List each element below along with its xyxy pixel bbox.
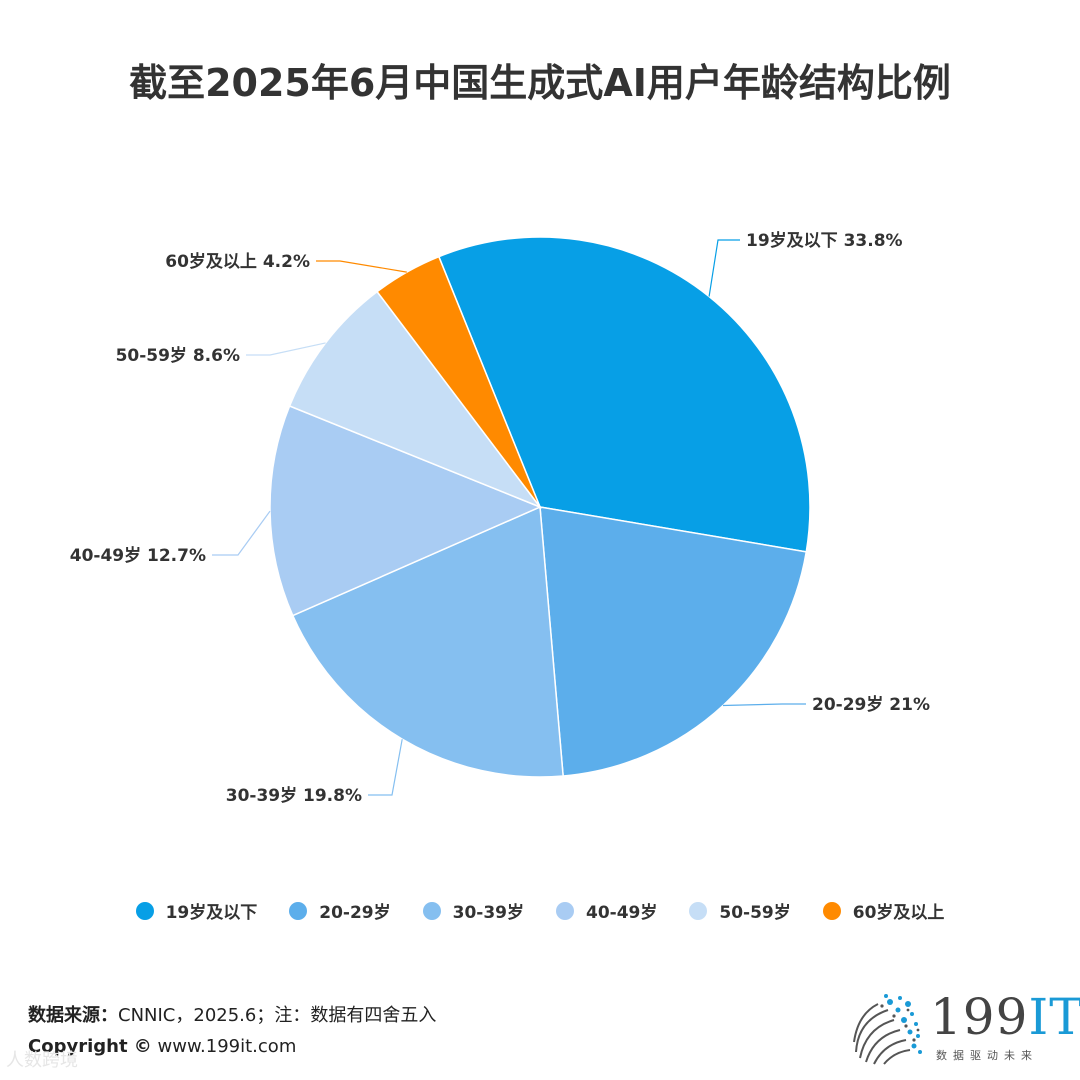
slice-label: 40-49岁 12.7%: [70, 545, 206, 566]
leader-line: [316, 260, 407, 273]
legend-swatch: [135, 901, 154, 920]
pie-chart: 19岁及以下 33.8% 20-29岁 21% 30-39岁 19.8% 40-49岁…: [70, 230, 930, 806]
watermark: 人数跨境: [6, 1046, 78, 1072]
leader-line: [368, 739, 403, 796]
legend-swatch: [556, 901, 574, 920]
legend-item: 19岁及以下: [135, 898, 258, 923]
legend-swatch: [289, 901, 308, 920]
legend-item: 40-49岁: [556, 898, 657, 923]
data-source: 数据来源：CNNIC，2025.6；注：数据有四舍五入: [28, 1001, 436, 1027]
slice-labels: 19岁及以下 33.8% 20-29岁 21% 30-39岁 19.8% 40-49岁…: [70, 230, 930, 806]
source-text: CNNIC，2025.6；注：数据有四舍五入: [118, 1005, 437, 1026]
logo-wordmark: 199IT: [930, 988, 1080, 1046]
watermark-text: 人数跨境: [6, 1050, 78, 1071]
slice-label: 19岁及以下 33.8%: [746, 230, 903, 251]
pie-slice: [291, 505, 564, 778]
logo-accent: IT: [1028, 988, 1080, 1046]
chart-title: 截至2025年6月中国生成式AI用户年龄结构比例: [129, 61, 951, 105]
logo-tagline: 数据驱动未来: [936, 1049, 1038, 1062]
legend-label: 20-29岁: [319, 903, 391, 923]
legend-item: 20-29岁: [289, 898, 391, 923]
legend-label: 40-49岁: [586, 903, 658, 923]
pie-slice: [376, 255, 541, 508]
legend-label: 50-59岁: [719, 903, 791, 923]
leader-line: [212, 510, 271, 556]
pie-slice: [288, 290, 543, 509]
leader-line: [246, 342, 326, 356]
legend-item: 50-59岁: [689, 898, 791, 923]
copyright-label: Copyright ©: [28, 1036, 152, 1057]
legend-label: 19岁及以下: [165, 903, 258, 923]
logo: 199IT 数据驱动未来: [848, 988, 1080, 1070]
leader-line: [708, 239, 740, 297]
copyright: Copyright © www.199it.com: [28, 1036, 296, 1057]
leader-line: [722, 703, 806, 707]
slice-label: 30-39岁 19.8%: [226, 785, 362, 806]
pie-slice: [437, 236, 811, 553]
legend: 19岁及以下 20-29岁 30-39岁 40-49岁 50-59岁 60岁及以上: [0, 898, 1080, 923]
legend-item: 30-39岁: [422, 898, 524, 923]
legend-label: 60岁及以上: [852, 903, 945, 923]
pie-slice: [269, 405, 542, 617]
legend-swatch: [422, 901, 441, 920]
slice-label: 60岁及以上 4.2%: [165, 251, 310, 272]
leader-lines: [212, 239, 806, 796]
pie-slice: [539, 506, 808, 777]
legend-label: 30-39岁: [452, 903, 524, 923]
logo-main: 199: [930, 988, 1029, 1046]
legend-swatch: [822, 901, 841, 920]
legend-swatch: [689, 901, 708, 920]
slice-label: 50-59岁 8.6%: [116, 345, 240, 366]
copyright-text: www.199it.com: [151, 1036, 297, 1057]
slice-label: 20-29岁 21%: [812, 694, 930, 715]
source-label: 数据来源：: [28, 1005, 118, 1026]
dot-sphere-logo-icon: [853, 994, 922, 1065]
legend-item: 60岁及以上: [822, 898, 945, 923]
pie-slices: [269, 236, 811, 778]
